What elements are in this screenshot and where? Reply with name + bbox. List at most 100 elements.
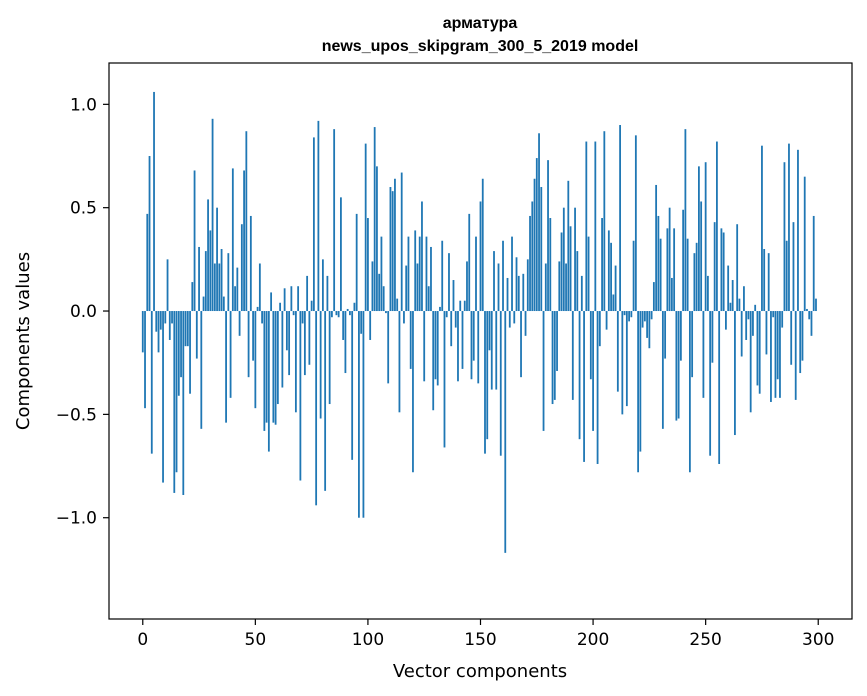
bar <box>740 311 743 357</box>
bar <box>810 311 813 336</box>
bar <box>193 170 196 312</box>
bar <box>162 311 164 483</box>
bar <box>385 311 387 314</box>
bar <box>430 246 432 312</box>
bar <box>168 311 171 340</box>
chart-title: арматура news_upos_skipgram_300_5_2019 m… <box>322 15 639 55</box>
bar <box>315 311 318 506</box>
bar <box>191 282 194 312</box>
bar <box>303 311 306 376</box>
bar <box>337 311 340 318</box>
bar <box>560 232 563 312</box>
bar <box>580 275 583 312</box>
x-axis-ticks: 0 50 100 150 200 250 300 <box>137 619 834 650</box>
bar <box>454 311 457 328</box>
x-tick-label: 250 <box>689 630 721 650</box>
bar <box>457 311 459 382</box>
bar <box>542 311 545 431</box>
bar <box>725 311 727 330</box>
bar <box>508 311 511 328</box>
bar <box>585 141 588 312</box>
bar <box>797 149 799 312</box>
bar <box>752 311 754 336</box>
bar <box>391 191 394 312</box>
bar <box>646 311 649 338</box>
bar <box>493 251 495 312</box>
bar <box>328 311 331 405</box>
bar <box>441 240 444 312</box>
bar <box>598 311 601 347</box>
bar <box>312 137 315 312</box>
bar <box>806 308 808 312</box>
bar <box>592 311 594 431</box>
bar <box>540 187 543 312</box>
bar <box>297 286 300 312</box>
bar <box>292 311 295 316</box>
bar <box>490 311 493 390</box>
bar <box>387 311 390 384</box>
bar <box>213 263 216 312</box>
x-tick-label: 150 <box>464 630 496 650</box>
x-axis-label: Vector components <box>393 661 567 682</box>
bar <box>195 311 198 359</box>
bar <box>265 311 268 423</box>
bar <box>594 141 597 312</box>
bar <box>358 311 360 518</box>
bar <box>173 311 176 493</box>
bar <box>486 311 489 440</box>
bar <box>648 311 651 349</box>
bar <box>249 215 252 312</box>
bar <box>274 311 277 425</box>
bar <box>310 300 313 312</box>
bar <box>468 213 471 312</box>
bar <box>731 280 734 312</box>
bar <box>749 311 752 413</box>
bar <box>661 311 664 429</box>
bar <box>686 238 689 312</box>
y-tick-label: 0.0 <box>70 302 97 322</box>
bar <box>553 311 556 400</box>
bar <box>722 232 725 312</box>
bar <box>204 251 207 312</box>
bar <box>418 236 421 312</box>
bar <box>461 311 464 369</box>
bar <box>544 263 547 312</box>
bar <box>477 311 480 384</box>
bar <box>299 311 302 481</box>
bar <box>628 311 630 322</box>
bar <box>448 253 450 312</box>
bar <box>475 236 477 312</box>
bar <box>362 311 365 518</box>
bar <box>319 311 322 419</box>
bar <box>758 311 761 394</box>
bar <box>713 222 716 312</box>
bar <box>177 311 180 396</box>
bar <box>531 201 534 312</box>
bar <box>587 236 590 312</box>
bar <box>533 178 536 312</box>
bar <box>463 300 466 312</box>
bar <box>180 311 182 378</box>
bar <box>738 298 741 312</box>
bar <box>184 311 187 347</box>
bar <box>290 286 293 312</box>
bar <box>743 286 745 312</box>
bar <box>227 253 230 312</box>
bar <box>272 311 275 423</box>
bar <box>252 311 254 361</box>
bar <box>202 296 205 312</box>
bar <box>164 311 167 324</box>
y-axis-ticks: 1.0 0.5 0.0 −0.5 −1.0 <box>56 95 109 529</box>
chart-title-line1: арматура <box>443 15 518 32</box>
bar <box>182 311 185 495</box>
bar <box>765 311 768 355</box>
bar <box>166 259 169 312</box>
bar <box>551 311 554 405</box>
bar <box>321 259 324 312</box>
bar <box>409 311 412 369</box>
bar <box>148 156 151 312</box>
bar <box>349 311 351 316</box>
bar <box>421 201 423 312</box>
bar <box>601 218 603 312</box>
bar <box>222 296 225 312</box>
